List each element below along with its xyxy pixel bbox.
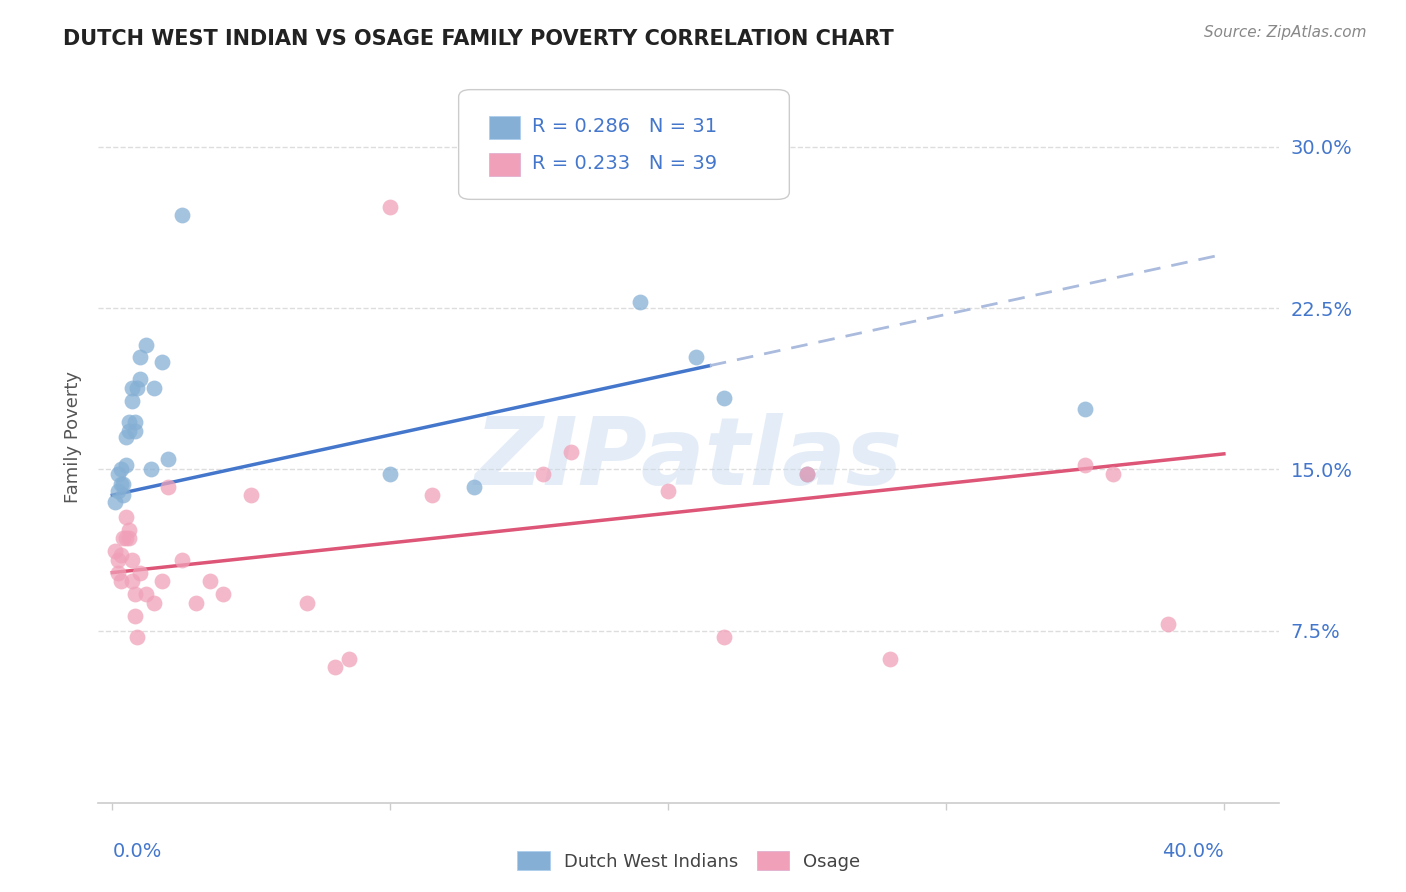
Point [124, 608, 146, 623]
Point [107, 467, 129, 481]
Point [118, 531, 141, 545]
Point [198, 574, 221, 589]
Point [127, 381, 149, 395]
Point [112, 477, 135, 491]
Point [107, 566, 129, 580]
Point [118, 523, 141, 537]
Point [118, 424, 141, 438]
Point [240, 488, 263, 502]
Point [107, 552, 129, 566]
Point [104, 544, 127, 558]
Legend: Dutch West Indians, Osage: Dutch West Indians, Osage [510, 844, 868, 878]
Point [420, 488, 443, 502]
Text: DUTCH WEST INDIAN VS OSAGE FAMILY POVERTY CORRELATION CHART: DUTCH WEST INDIAN VS OSAGE FAMILY POVERT… [63, 29, 894, 48]
Point [713, 630, 735, 644]
Point [463, 479, 485, 493]
Point [150, 355, 173, 369]
Point [170, 552, 193, 566]
Point [104, 494, 127, 508]
Point [1074, 458, 1097, 472]
Point [657, 483, 679, 498]
Point [1157, 617, 1180, 632]
Point [124, 424, 146, 438]
Point [121, 393, 143, 408]
Point [112, 531, 135, 545]
Point [129, 566, 152, 580]
Point [337, 651, 360, 665]
Point [110, 574, 132, 589]
Point [121, 552, 143, 566]
Point [143, 596, 166, 610]
Point [531, 467, 554, 481]
Point [118, 415, 141, 429]
Point [295, 596, 318, 610]
Point [879, 651, 901, 665]
Point [156, 479, 179, 493]
Point [107, 483, 129, 498]
Point [141, 462, 163, 476]
Point [628, 294, 651, 309]
FancyBboxPatch shape [489, 116, 520, 139]
Point [713, 392, 735, 406]
Point [156, 451, 179, 466]
Point [380, 200, 402, 214]
FancyBboxPatch shape [489, 153, 520, 176]
Point [796, 467, 818, 481]
Point [1074, 402, 1097, 417]
Point [110, 477, 132, 491]
Point [796, 467, 818, 481]
Point [127, 630, 149, 644]
Point [560, 445, 582, 459]
Point [212, 587, 235, 601]
Point [115, 531, 138, 545]
Point [150, 574, 173, 589]
Point [380, 467, 402, 481]
Point [124, 587, 146, 601]
Point [1101, 467, 1123, 481]
Text: R = 0.233   N = 39: R = 0.233 N = 39 [531, 154, 717, 173]
Point [110, 462, 132, 476]
FancyBboxPatch shape [458, 90, 789, 200]
Point [121, 574, 143, 589]
Point [135, 337, 157, 351]
Point [115, 430, 138, 444]
Point [129, 372, 152, 386]
Point [184, 596, 207, 610]
Point [115, 509, 138, 524]
Point [115, 458, 138, 472]
Point [143, 381, 166, 395]
Point [121, 381, 143, 395]
Point [124, 415, 146, 429]
Point [129, 351, 152, 365]
Text: Source: ZipAtlas.com: Source: ZipAtlas.com [1204, 25, 1367, 40]
Point [112, 488, 135, 502]
Y-axis label: Family Poverty: Family Poverty [63, 371, 82, 503]
Point [170, 209, 193, 223]
Point [323, 660, 346, 674]
Text: 0.0%: 0.0% [112, 842, 162, 861]
Text: ZIPatlas: ZIPatlas [475, 413, 903, 505]
Point [110, 549, 132, 563]
Text: R = 0.286   N = 31: R = 0.286 N = 31 [531, 118, 717, 136]
Text: 40.0%: 40.0% [1163, 842, 1223, 861]
Point [685, 351, 707, 365]
Point [135, 587, 157, 601]
